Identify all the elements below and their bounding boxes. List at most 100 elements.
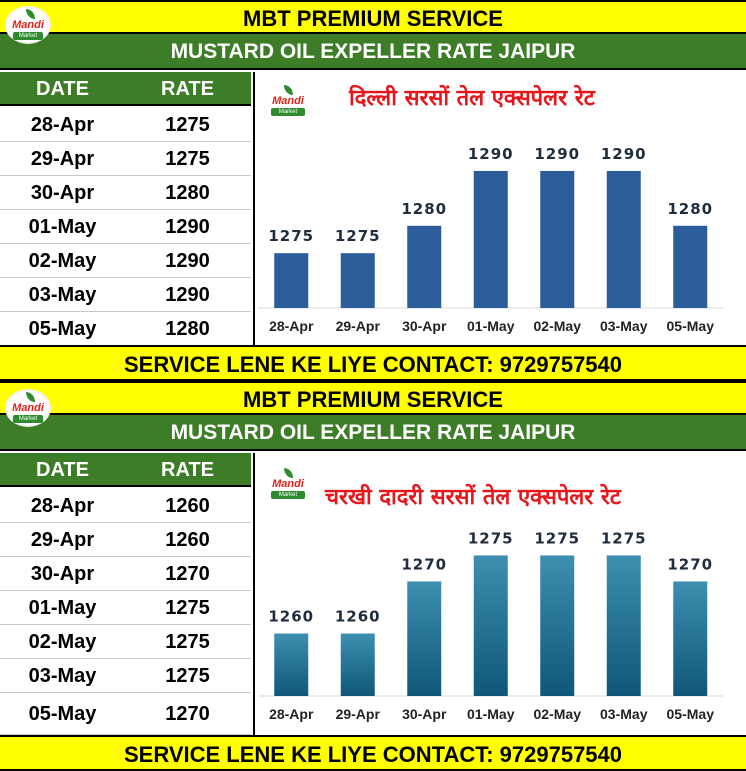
chart-title: दिल्ली सरसों तेल एक्सपेलर रेट xyxy=(349,86,595,111)
rate-cell: 1275 xyxy=(165,597,210,619)
x-tick-label: 05-May xyxy=(667,318,715,334)
table-row: 03-May 1290 xyxy=(0,278,251,312)
bar-29-Apr xyxy=(340,633,375,696)
date-column-header: DATE xyxy=(36,459,89,481)
bar-02-May xyxy=(540,170,575,308)
rate-cell: 1275 xyxy=(165,148,210,170)
x-tick-label: 30-Apr xyxy=(402,706,447,722)
logo-subtext: Market xyxy=(271,491,305,499)
bar-05-May xyxy=(673,581,708,696)
date-cell: 28-Apr xyxy=(30,495,95,517)
x-tick-label: 30-Apr xyxy=(402,318,447,334)
data-label: 1260 xyxy=(335,608,381,626)
table-row: 01-May 1290 xyxy=(0,210,251,244)
bar-30-Apr xyxy=(407,225,442,308)
bar-chart-delhi: Mandi Market दिल्ली सरसों तेल एक्सपेलर र… xyxy=(253,72,746,345)
x-tick-label: 28-Apr xyxy=(269,706,314,722)
leaf-icon xyxy=(284,468,293,478)
x-tick-label: 02-May xyxy=(534,318,582,334)
date-cell: 30-Apr xyxy=(30,563,95,585)
logo-subtext: Market xyxy=(13,32,43,40)
rate-subtitle-banner: MUSTARD OIL EXPELLER RATE JAIPUR xyxy=(0,34,746,70)
rate-cell: 1275 xyxy=(165,631,210,653)
date-cell: 29-Apr xyxy=(30,529,95,551)
data-label: 1270 xyxy=(401,555,447,573)
rate-cell: 1260 xyxy=(165,495,210,517)
date-column-header: DATE xyxy=(36,78,89,100)
x-tick-label: 29-Apr xyxy=(336,706,381,722)
date-cell: 05-May xyxy=(28,318,97,340)
x-tick-label: 01-May xyxy=(467,318,515,334)
date-cell: 01-May xyxy=(28,597,97,619)
x-tick-label: 03-May xyxy=(600,706,648,722)
rate-cell: 1260 xyxy=(165,529,210,551)
table-row: 02-May 1275 xyxy=(0,625,251,659)
date-cell: 30-Apr xyxy=(30,182,95,204)
rate-column-header: RATE xyxy=(161,459,214,481)
bar-chart-charkhi-dadri: Mandi Market चरखी दादरी सरसों तेल एक्सपे… xyxy=(253,453,746,735)
rate-cell: 1275 xyxy=(165,665,210,687)
data-label: 1290 xyxy=(534,145,580,163)
logo-text: Mandi xyxy=(12,19,44,31)
rate-cell: 1280 xyxy=(165,318,210,340)
date-cell: 03-May xyxy=(28,284,97,306)
table-header: DATE RATE xyxy=(0,72,251,106)
rate-cell: 1280 xyxy=(165,182,210,204)
leaf-icon xyxy=(284,85,293,95)
bar-02-May xyxy=(540,555,575,696)
mandi-market-logo: Mandi Market xyxy=(5,389,51,427)
date-cell: 28-Apr xyxy=(30,114,95,136)
table-row: 30-Apr 1270 xyxy=(0,557,251,591)
table-row: 28-Apr 1275 xyxy=(0,108,251,142)
data-label: 1275 xyxy=(468,529,514,547)
chart-plot: 1275 28-Apr 1275 29-Apr 1280 30-Apr 1290 01-May… xyxy=(258,145,724,334)
data-label: 1275 xyxy=(335,227,381,245)
table-row: 30-Apr 1280 xyxy=(0,176,251,210)
bar-30-Apr xyxy=(407,581,442,696)
table-row: 05-May 1280 xyxy=(0,312,251,346)
data-label: 1290 xyxy=(601,145,647,163)
table-row: 28-Apr 1260 xyxy=(0,489,251,523)
data-label: 1260 xyxy=(268,608,314,626)
date-cell: 03-May xyxy=(28,665,97,687)
chart-title: चरखी दादरी सरसों तेल एक्सपेलर रेट xyxy=(325,485,622,510)
table-row: 01-May 1275 xyxy=(0,591,251,625)
x-tick-label: 03-May xyxy=(600,318,648,334)
rate-cell: 1290 xyxy=(165,216,210,238)
table-header: DATE RATE xyxy=(0,453,251,487)
logo-subtext: Market xyxy=(271,108,305,116)
rate-subtitle-banner: MUSTARD OIL EXPELLER RATE JAIPUR xyxy=(0,415,746,451)
table-row: 29-Apr 1275 xyxy=(0,142,251,176)
table-row: 29-Apr 1260 xyxy=(0,523,251,557)
bar-29-Apr xyxy=(340,253,375,308)
x-tick-label: 02-May xyxy=(534,706,582,722)
date-cell: 01-May xyxy=(28,216,97,238)
logo-text: Mandi xyxy=(272,95,304,107)
logo-subtext: Market xyxy=(13,415,43,423)
rate-cell: 1290 xyxy=(165,250,210,272)
x-tick-label: 05-May xyxy=(667,706,715,722)
date-cell: 29-Apr xyxy=(30,148,95,170)
bar-03-May xyxy=(606,555,641,696)
contact-footer: SERVICE LENE KE LIYE CONTACT: 9729757540 xyxy=(0,345,746,381)
x-tick-label: 28-Apr xyxy=(269,318,314,334)
data-label: 1290 xyxy=(468,145,514,163)
bar-05-May xyxy=(673,225,708,308)
table-row: 05-May 1270 xyxy=(0,693,251,735)
x-tick-label: 29-Apr xyxy=(336,318,381,334)
table-row: 03-May 1275 xyxy=(0,659,251,693)
table-row: 02-May 1290 xyxy=(0,244,251,278)
rate-cell: 1275 xyxy=(165,114,210,136)
bar-01-May xyxy=(473,555,508,696)
leaf-icon xyxy=(26,9,35,19)
rate-column-header: RATE xyxy=(161,78,214,100)
rate-cell: 1290 xyxy=(165,284,210,306)
rate-panel-charkhi-dadri: MBT PREMIUM SERVICE MUSTARD OIL EXPELLER… xyxy=(0,381,746,771)
logo-text: Mandi xyxy=(272,478,304,490)
x-tick-label: 01-May xyxy=(467,706,515,722)
leaf-icon xyxy=(26,392,35,402)
chart-plot: 1260 28-Apr 1260 29-Apr 1270 30-Apr 1275 01-May… xyxy=(258,529,724,722)
bar-03-May xyxy=(606,170,641,308)
logo-text: Mandi xyxy=(12,402,44,414)
bar-28-Apr xyxy=(274,253,309,308)
